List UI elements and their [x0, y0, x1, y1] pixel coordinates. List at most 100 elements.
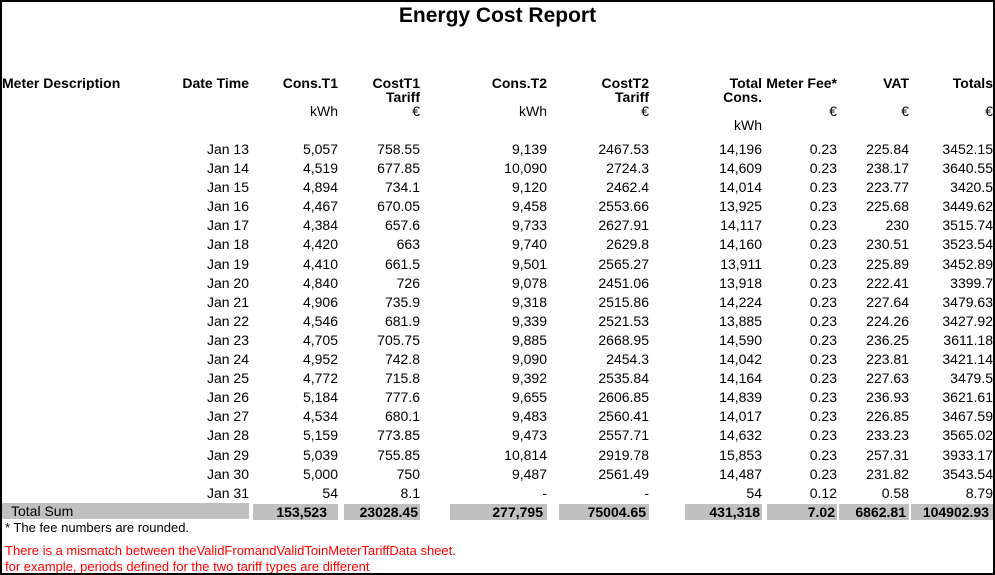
cell-totals: 3543.54 — [942, 465, 993, 482]
cell-meter-fee: 0.12 — [809, 484, 837, 501]
cell-cost-t2: 2606.85 — [598, 389, 649, 406]
spacer-cell — [420, 159, 448, 178]
cell-vat: 223.81 — [866, 351, 909, 368]
spacer-cell — [649, 369, 683, 388]
cell-cons-t2: 9,139 — [511, 141, 547, 157]
cell-vat: 230 — [885, 217, 909, 234]
cell-cost-t1: 773.85 — [377, 427, 420, 444]
col-header-cost-t1: CostT1 — [372, 76, 420, 90]
spacer-cell — [649, 76, 683, 90]
table-row: Jan 18 4,420 663 9,740 2629.8 14,160 0.2… — [2, 235, 993, 254]
total-cost-t2: 75004.65 — [559, 504, 649, 521]
cell-totals: 3452.15 — [942, 141, 993, 157]
cell-vat: 233.23 — [866, 427, 909, 444]
warning-mismatch-line2: for example, periods defined for the two… — [5, 559, 370, 574]
cell-cost-t1: 726 — [396, 274, 420, 291]
cell-cons-t2: 10,090 — [504, 160, 547, 177]
unit-cons-t2: kWh — [519, 104, 547, 118]
cell-cost-t2: 2668.95 — [598, 331, 649, 348]
report-footer: * The fee numbers are rounded. There is … — [2, 520, 991, 574]
cell-cons-t1: 4,420 — [302, 236, 338, 253]
cell-vat: 236.93 — [866, 389, 909, 406]
cell-cons-t2: 9,885 — [511, 331, 547, 348]
cell-total-cons: 14,632 — [719, 427, 762, 444]
cell-meter-description — [2, 312, 163, 331]
spacer-cell — [649, 484, 683, 503]
table-row: Jan 28 5,159 773.85 9,473 2557.71 14,632… — [2, 426, 993, 445]
cell-date-time: Jan 15 — [206, 179, 249, 196]
cell-cost-t2: 2451.06 — [598, 274, 649, 291]
cell-cost-t1: 705.75 — [377, 331, 420, 348]
cell-cons-t2: 9,740 — [511, 236, 547, 253]
cell-vat: 224.26 — [866, 312, 909, 329]
spacer-cell — [649, 407, 683, 426]
cell-vat: 225.84 — [866, 141, 909, 157]
cell-meter-fee: 0.23 — [809, 389, 837, 406]
total-sum-label: Total Sum — [2, 503, 249, 520]
cell-totals: 3479.63 — [942, 293, 993, 310]
cell-meter-description — [2, 426, 163, 445]
unit-cost-t1: € — [412, 104, 420, 118]
cell-date-time: Jan 21 — [206, 293, 249, 310]
cell-total-cons: 54 — [746, 484, 762, 501]
spacer-cell — [420, 407, 448, 426]
table-row: Jan 13 5,057 758.55 9,139 2467.53 14,196… — [2, 140, 993, 159]
cell-meter-description — [2, 350, 163, 369]
cell-vat: 226.85 — [866, 408, 909, 425]
table-row: Jan 17 4,384 657.6 9,733 2627.91 14,117 … — [2, 216, 993, 235]
table-body: Jan 13 5,057 758.55 9,139 2467.53 14,196… — [2, 140, 993, 503]
spacer-cell — [420, 274, 448, 293]
cell-meter-description — [2, 331, 163, 350]
cell-total-cons: 14,160 — [719, 236, 762, 253]
cell-cons-t2: 9,318 — [511, 293, 547, 310]
spacer-cell — [420, 369, 448, 388]
spacer-cell — [649, 503, 683, 520]
spacer-cell — [649, 178, 683, 197]
spacer-cell — [420, 484, 448, 503]
spacer-cell — [420, 255, 448, 274]
cell-meter-fee: 0.23 — [809, 351, 837, 368]
cell-meter-description — [2, 235, 163, 254]
cell-cons-t1: 5,184 — [302, 389, 338, 406]
spacer-cell — [649, 426, 683, 445]
cell-meter-fee: 0.23 — [809, 465, 837, 482]
cell-total-cons: 13,911 — [720, 255, 762, 272]
cell-meter-fee: 0.23 — [809, 217, 837, 234]
unit-cost-t2: € — [641, 104, 649, 118]
cell-total-cons: 15,853 — [719, 446, 762, 463]
cell-date-time: Jan 27 — [206, 408, 249, 425]
cell-cost-t1: 680.1 — [384, 408, 420, 425]
cell-vat: 257.31 — [866, 446, 909, 463]
cell-totals: 3933.17 — [942, 446, 993, 463]
footnote-fee-rounded: * The fee numbers are rounded. — [5, 520, 190, 535]
total-cons-t1: 153,523 — [253, 504, 338, 521]
cell-cost-t2: 2561.49 — [598, 465, 649, 482]
spacer-cell — [649, 465, 683, 484]
total-row: Total Sum 153,523 23028.45 277,795 75004… — [2, 503, 993, 521]
cell-date-time: Jan 25 — [206, 370, 249, 387]
unit-vat: € — [901, 104, 909, 118]
table-row: Jan 15 4,894 734.1 9,120 2462.4 14,014 0… — [2, 178, 993, 197]
cell-cons-t1: 4,384 — [302, 217, 338, 234]
col-header-meter-description: Meter Description — [2, 76, 121, 90]
cell-date-time: Jan 28 — [206, 427, 249, 444]
cell-cons-t2: 9,487 — [511, 465, 547, 482]
cell-cons-t1: 5,000 — [302, 465, 338, 482]
cell-cons-t1: 4,906 — [302, 293, 338, 310]
cell-meter-description — [2, 388, 163, 407]
unit-total-cons: kWh — [734, 118, 762, 132]
cell-meter-description — [2, 159, 163, 178]
total-total-cons: 431,318 — [685, 504, 762, 521]
cell-meter-description — [2, 446, 163, 465]
cell-cost-t2: 2565.27 — [598, 255, 649, 272]
spacer-cell — [649, 216, 683, 235]
cell-total-cons: 14,117 — [720, 217, 762, 234]
spacer-cell — [420, 331, 448, 350]
cell-cons-t2: 9,733 — [511, 217, 547, 234]
cell-cost-t1: 715.8 — [384, 370, 420, 387]
spacer-cell — [420, 197, 448, 216]
cell-date-time: Jan 22 — [206, 312, 249, 329]
cell-meter-description — [2, 255, 163, 274]
cell-cons-t1: 5,159 — [302, 427, 338, 444]
cell-cost-t1: 681.9 — [384, 312, 420, 329]
